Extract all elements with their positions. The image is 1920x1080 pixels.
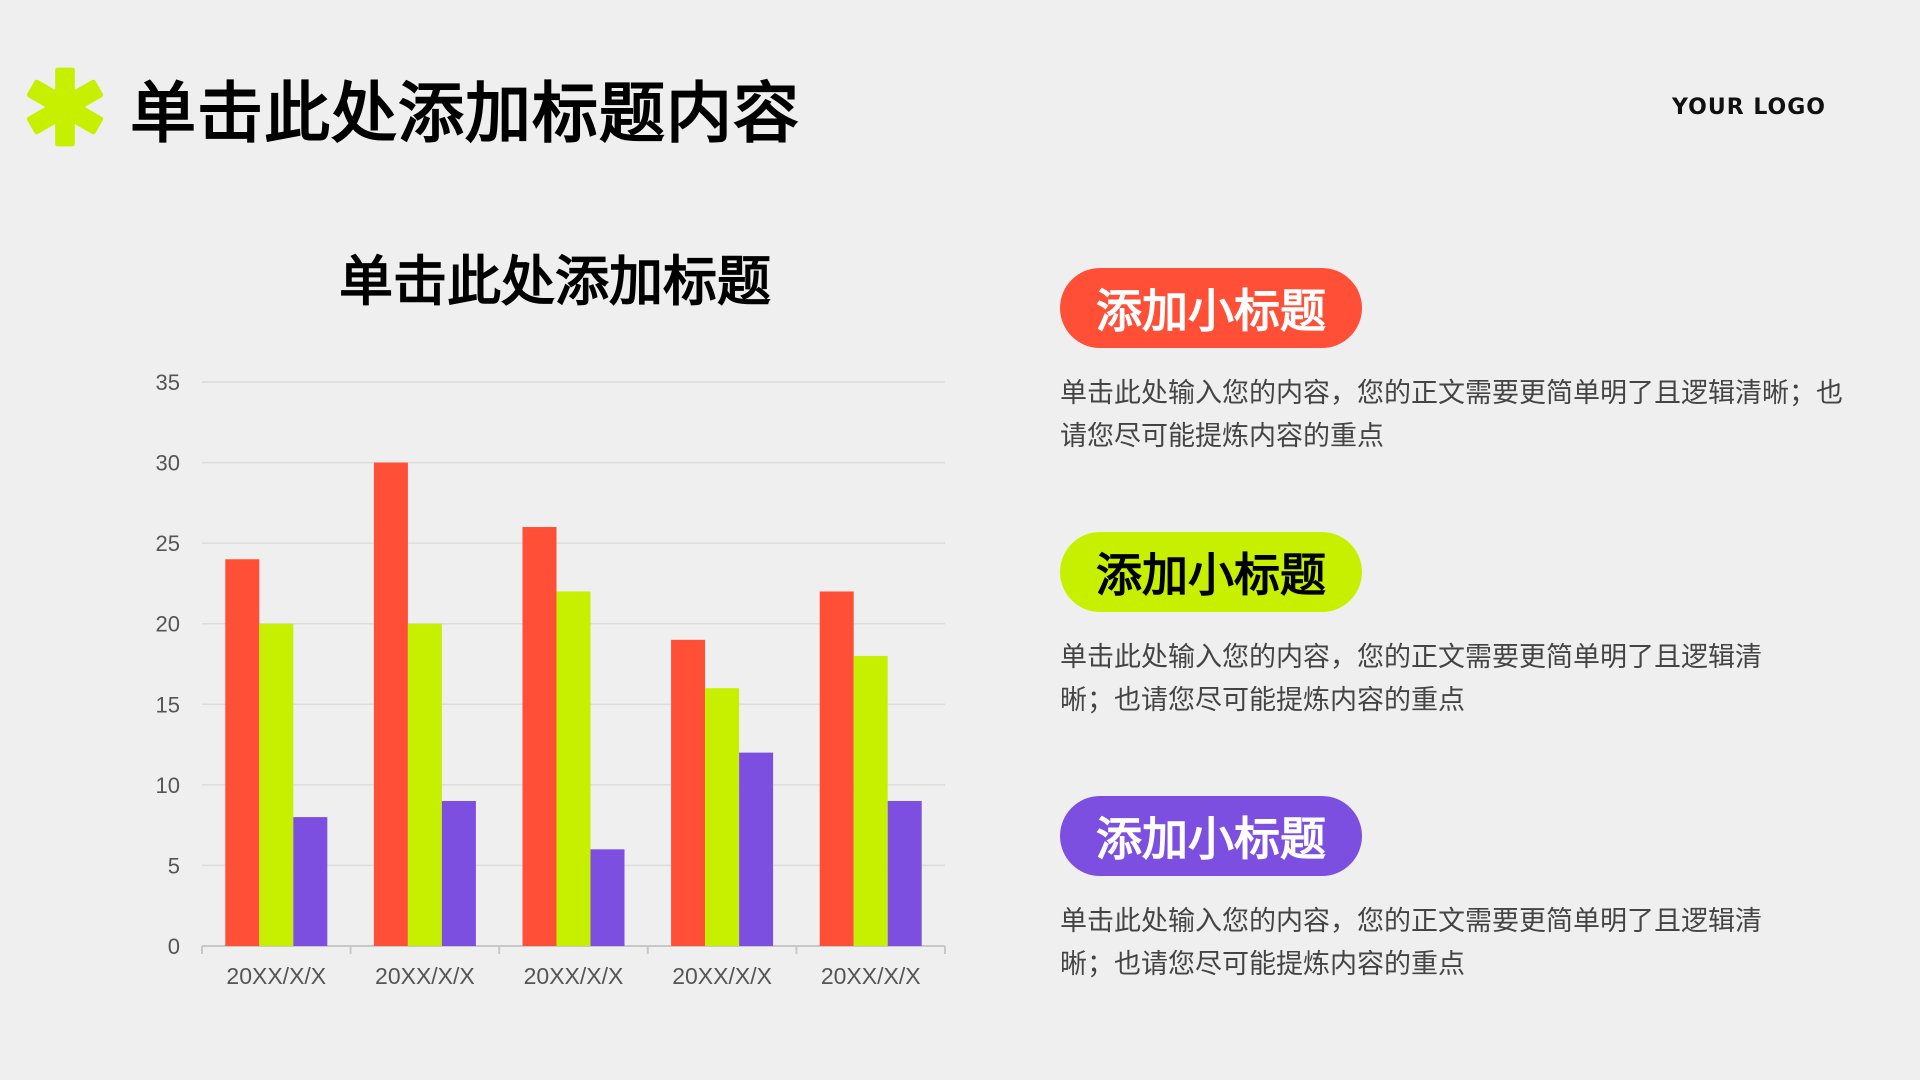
bar <box>407 623 442 946</box>
bar <box>853 655 888 946</box>
section-body-2: 单击此处输入您的内容，您的正文需要更简单明了且逻辑清晰；也请您尽可能提炼内容的重… <box>1060 642 1762 716</box>
bar <box>259 623 294 946</box>
bar <box>590 849 625 946</box>
x-tick-label: 20XX/X/X <box>226 963 326 989</box>
x-tick-label: 20XX/X/X <box>821 963 921 989</box>
x-tick-label: 20XX/X/X <box>672 963 772 989</box>
x-tick-label: 20XX/X/X <box>524 963 624 989</box>
y-tick-label: 0 <box>168 934 180 959</box>
y-tick-label: 20 <box>156 612 180 637</box>
chart-title: 单击此处添加标题 <box>339 250 771 313</box>
y-tick-label: 5 <box>168 853 180 878</box>
bar <box>739 752 774 946</box>
bar <box>556 591 591 946</box>
asterisk-icon <box>26 67 104 147</box>
bar <box>441 800 476 946</box>
chart-canvas: 单击此处添加标题 0 5 10 15 20 25 30 35 20XX/X/X 20XX/X/X 20… <box>156 250 946 989</box>
bar-chart: 单击此处添加标题 0 5 10 15 20 25 30 35 20XX/X/X 20XX/X/X 20… <box>0 240 1000 1000</box>
bar <box>293 817 328 946</box>
section-body-3: 单击此处输入您的内容，您的正文需要更简单明了且逻辑清晰；也请您尽可能提炼内容的重… <box>1060 906 1762 980</box>
y-tick-label: 15 <box>156 692 180 717</box>
bar <box>373 462 408 946</box>
bar <box>887 800 922 946</box>
your-logo: YOUR LOGO <box>1672 95 1827 120</box>
y-tick-label: 35 <box>156 370 180 395</box>
bar <box>225 559 260 946</box>
y-tick-label: 25 <box>156 531 180 556</box>
bar <box>522 527 557 946</box>
bar <box>705 688 740 946</box>
page-title: 单击此处添加标题内容 <box>130 75 800 152</box>
section-body-1: 单击此处输入您的内容，您的正文需要更简单明了且逻辑清晰；也请您尽可能提炼内容的重… <box>1060 378 1843 452</box>
subtitle-pill-1: 添加小标题 <box>1060 268 1362 348</box>
y-tick-label: 10 <box>156 773 180 798</box>
x-tick-label: 20XX/X/X <box>375 963 475 989</box>
y-tick-label: 30 <box>156 451 180 476</box>
subtitle-pill-2: 添加小标题 <box>1060 532 1362 612</box>
bar <box>819 591 854 946</box>
subtitle-pill-3: 添加小标题 <box>1060 796 1362 876</box>
bar <box>671 639 706 946</box>
